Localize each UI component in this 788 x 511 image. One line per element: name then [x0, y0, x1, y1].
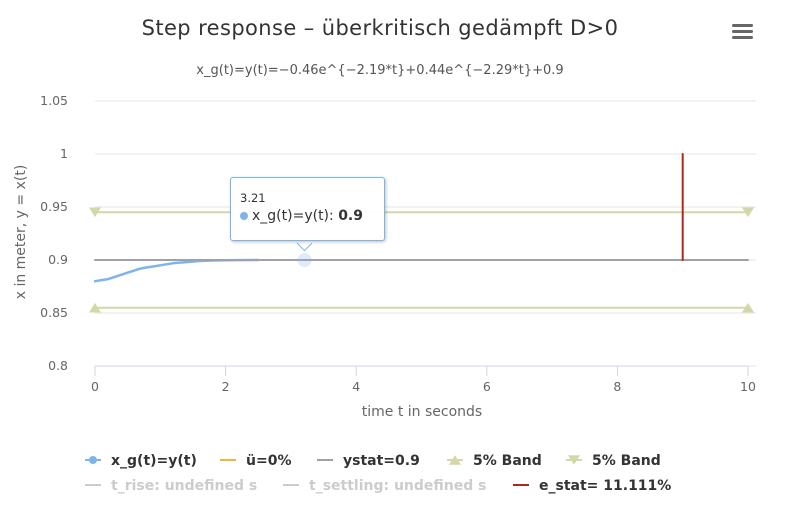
legend-item-label: e_stat= 11.111% — [539, 478, 671, 494]
legend-item-label: 5% Band — [592, 453, 661, 469]
series-marker-4 — [89, 207, 101, 218]
grid — [95, 100, 756, 367]
chart-subtitle: x_g(t)=y(t)=−0.46e^{−2.19*t}+0.44e^{−2.2… — [196, 63, 563, 78]
series-marker-3 — [742, 302, 754, 313]
series-line-0 — [93, 258, 260, 283]
x-tick-label: 10 — [740, 379, 756, 394]
chart-title: Step response – überkritisch gedämpft D>… — [142, 16, 619, 40]
hamburger-icon — [732, 24, 753, 39]
legend-item-label: t_settling: undefined s — [309, 478, 486, 494]
legend-symbol-dot — [89, 456, 97, 464]
tooltip-row: x_g(t)=y(t): 0.9 — [240, 208, 363, 224]
legend-item-label: 5% Band — [473, 453, 542, 469]
y-axis-ticks: 0.8 0.85 0.9 0.95 1 1.05 — [40, 93, 68, 373]
y-axis-title: x in meter, y = x(t) — [13, 165, 29, 300]
plot-area — [89, 153, 754, 313]
y-tick-label: 0.8 — [48, 358, 68, 373]
y-tick-label: 0.85 — [40, 305, 68, 320]
x-tick-label: 6 — [483, 379, 491, 394]
tooltip: 3.21 x_g(t)=y(t): 0.9 — [230, 177, 385, 241]
x-axis-title: time t in seconds — [362, 404, 482, 420]
x-tick-label: 2 — [222, 379, 230, 394]
legend-item-label: x_g(t)=y(t) — [111, 453, 197, 469]
y-tick-label: 0.95 — [40, 199, 68, 214]
x-tick-label: 0 — [91, 379, 99, 394]
tooltip-series-name: x_g(t)=y(t) — [252, 208, 330, 224]
legend-symbol-triangle — [568, 455, 580, 465]
tooltip-x-value: 3.21 — [240, 191, 266, 205]
y-tick-label: 1 — [60, 146, 68, 161]
series-marker-4 — [742, 207, 754, 218]
tooltip-series-dot — [240, 212, 248, 220]
legend: x_g(t)=y(t) ü=0% ystat=0.9 5% Band 5% Band t_… — [85, 453, 671, 494]
hover-halo — [297, 253, 312, 267]
y-tick-label: 0.9 — [48, 252, 68, 267]
legend-item-label: t_rise: undefined s — [111, 478, 257, 494]
x-axis-ticks: 0 2 4 6 8 10 — [91, 366, 756, 394]
y-tick-label: 1.05 — [40, 93, 68, 108]
legend-item-label: ystat=0.9 — [343, 453, 420, 469]
chart-menu-button[interactable] — [728, 20, 756, 44]
series-marker-3 — [89, 302, 101, 313]
tooltip-value: 0.9 — [338, 208, 363, 224]
legend-item-label: ü=0% — [246, 453, 291, 469]
x-tick-label: 4 — [352, 379, 360, 394]
legend-symbol-triangle — [449, 455, 461, 465]
x-tick-label: 8 — [613, 379, 621, 394]
